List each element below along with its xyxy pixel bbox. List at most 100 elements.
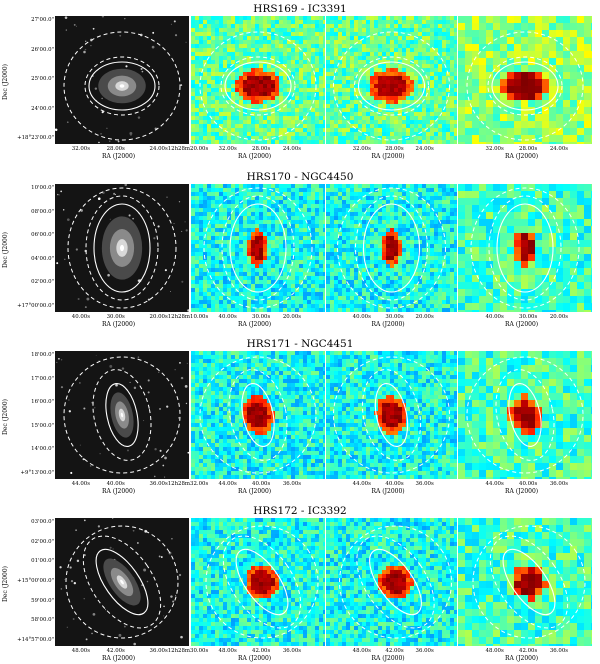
ra-tick-label: 42.00s	[519, 648, 538, 654]
ra-tick-label: 40.00s	[485, 314, 504, 320]
aperture-ellipse	[229, 203, 287, 293]
ra-tick-label: 48.00s	[218, 648, 237, 654]
outer-sky-annulus	[67, 187, 177, 309]
row-title: HRS171 - NGC4451	[246, 338, 354, 350]
aperture-ellipse	[95, 548, 149, 616]
outer-sky-annulus	[472, 525, 586, 639]
ra-tick-label: 36.00s	[282, 648, 302, 654]
dec-axis-label: Dec (J2000)	[2, 232, 9, 268]
ra-axis-label: RA (J2000)	[238, 655, 272, 662]
outer-sky-annulus	[65, 525, 179, 639]
dec-tick-label: 27'00.0"	[31, 17, 54, 23]
ra-axis-label: RA (J2000)	[238, 153, 272, 160]
inner-sky-annulus	[356, 535, 435, 629]
outer-sky-annulus	[205, 525, 319, 639]
emission-map-panel	[191, 518, 325, 646]
row-title: HRS169 - IC3391	[253, 3, 347, 15]
inner-sky-annulus	[221, 195, 295, 301]
ra-axis-label: RA (J2000)	[371, 321, 405, 328]
row-title: HRS172 - IC3392	[253, 505, 347, 517]
outer-sky-annulus	[333, 31, 450, 141]
row-title: HRS170 - NGC4450	[246, 171, 354, 183]
dec-tick-label: 08'00.0"	[31, 208, 54, 215]
dec-tick-label: 58'00.0"	[31, 617, 54, 624]
emission-map-panel	[458, 518, 592, 646]
dec-tick-label: +14°57'00.0"	[17, 637, 54, 643]
aperture-ellipse	[224, 61, 292, 111]
ra-axis-label: RA (J2000)	[371, 153, 405, 160]
dec-tick-label: 25'00.0"	[31, 76, 54, 82]
emission-map-panel	[458, 184, 592, 312]
aperture-ellipse	[369, 548, 422, 616]
ra-tick-label: 32.00s	[485, 146, 504, 152]
aperture-ellipse	[241, 382, 275, 448]
ra-tick-label: 28.00s	[519, 146, 538, 152]
ra-axis-label: RA (J2000)	[102, 655, 136, 662]
inner-sky-annulus	[489, 535, 569, 629]
dec-tick-label: +9°13'00.0"	[20, 470, 54, 476]
ra-tick-label: 40.00s	[519, 481, 538, 487]
aperture-ellipse	[362, 203, 421, 293]
optical-image-panel	[55, 518, 189, 646]
ra-tick-label: 36.00s	[549, 481, 569, 487]
ra-tick-label: 36.00s	[415, 648, 434, 654]
inner-sky-annulus	[355, 195, 428, 301]
aperture-ellipse	[105, 382, 139, 448]
dec-tick-label: 26'00.0"	[31, 46, 54, 53]
ra-tick-label: 40.00s	[352, 314, 371, 320]
ra-tick-label: 40.00s	[106, 481, 125, 487]
ra-tick-label: 40.00s	[218, 314, 237, 320]
galaxy-nucleus	[120, 579, 124, 585]
ra-axis-label: RA (J2000)	[371, 488, 405, 495]
ra-tick-label: 40.00s	[71, 314, 90, 320]
inner-sky-annulus	[487, 56, 563, 116]
ra-tick-label: 30.00s	[385, 314, 404, 320]
aperture-ellipse	[508, 382, 542, 448]
ra-tick-label: 32.00s	[71, 146, 90, 152]
ra-tick-label: 28.00s	[106, 146, 125, 152]
outer-sky-annulus	[63, 356, 181, 474]
inner-sky-annulus	[220, 56, 296, 116]
dec-tick-label: 18'00.0"	[31, 352, 54, 358]
ra-tick-label: 30.00s	[252, 314, 271, 320]
emission-map-panel	[458, 16, 592, 144]
ra-axis-label: RA (J2000)	[102, 488, 136, 495]
ra-tick-label: 48.00s	[485, 648, 504, 654]
ra-tick-label: 40.00s	[385, 481, 404, 487]
ra-axis-label: RA (J2000)	[102, 153, 136, 160]
dec-tick-label: 02'00.0"	[31, 279, 54, 286]
ra-axis-label: RA (J2000)	[238, 321, 272, 328]
dec-axis-label: Dec (J2000)	[2, 64, 9, 100]
ra-axis-label: RA (J2000)	[505, 321, 539, 328]
ra-tick-label: 28.00s	[385, 146, 404, 152]
ra-axis-label: RA (J2000)	[505, 488, 539, 495]
inner-sky-annulus	[85, 195, 159, 301]
emission-map-panel	[326, 184, 457, 312]
emission-map-panel	[326, 518, 457, 646]
ra-tick-label: 20.00s	[282, 314, 302, 320]
ra-tick-label: 28.00s	[252, 146, 271, 152]
ra-tick-label: 24.00s12h28m20.00s	[149, 146, 209, 152]
dec-tick-label: +18°23'00.0"	[17, 135, 54, 141]
dec-tick-label: 24'00.0"	[31, 105, 54, 112]
dec-tick-label: 03'00.0"	[31, 519, 54, 525]
inner-sky-annulus	[222, 535, 302, 629]
emission-map-panel	[326, 351, 457, 479]
aperture-ellipse	[491, 61, 559, 111]
aperture-ellipse	[93, 203, 151, 293]
emission-map-panel	[191, 184, 325, 312]
aperture-ellipse	[357, 61, 426, 111]
ra-tick-label: 20.00s	[549, 314, 569, 320]
outer-sky-annulus	[466, 31, 584, 141]
dec-tick-label: 17'00.0"	[31, 375, 54, 382]
dec-tick-label: 16'00.0"	[31, 399, 54, 406]
emission-map-panel	[191, 351, 325, 479]
ra-tick-label: 32.00s	[218, 146, 237, 152]
ra-tick-label: 36.00s	[549, 648, 569, 654]
ra-tick-label: 32.00s	[352, 146, 371, 152]
galaxy-nucleus	[119, 84, 125, 88]
ra-tick-label: 42.00s	[385, 648, 404, 654]
ra-tick-label: 44.00s	[218, 481, 237, 487]
inner-sky-annulus	[354, 56, 429, 116]
outer-sky-annulus	[470, 187, 580, 309]
